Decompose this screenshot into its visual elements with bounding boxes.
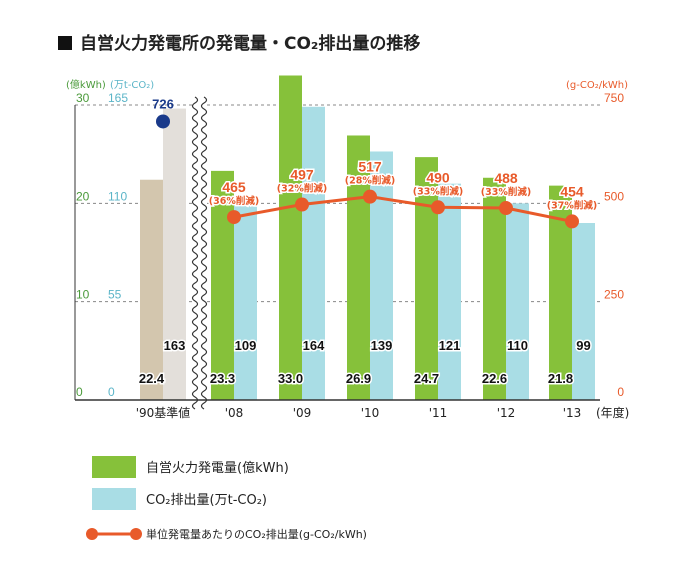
y-tick-co2: 0 xyxy=(108,385,115,399)
x-tick-label: '12 xyxy=(497,406,516,420)
intensity-reduction-label: (28%削減) xyxy=(345,175,395,187)
legend-label-co2: CO₂排出量(万t-CO₂) xyxy=(146,493,267,508)
intensity-reduction-label: (37%削減) xyxy=(547,199,597,211)
bars xyxy=(140,75,595,401)
intensity-point xyxy=(431,200,445,215)
bar-co2 xyxy=(370,151,393,400)
bar-co2 xyxy=(438,183,461,400)
legend-label-generation: 自営火力発電量(億kWh) xyxy=(146,460,289,476)
legend-marker-left xyxy=(86,528,98,540)
bar-co2 xyxy=(506,203,529,400)
left-axis-unit-co2: (万t-CO₂) xyxy=(110,80,154,91)
intensity-value-label: 517 xyxy=(358,159,382,175)
label-generation: 21.8 xyxy=(548,371,573,386)
bar-co2 xyxy=(163,108,186,401)
bar-co2 xyxy=(302,106,325,401)
x-tick-label: '08 xyxy=(225,406,244,420)
label-co2: 121 xyxy=(439,338,461,353)
bar-generation xyxy=(347,135,370,400)
legend-swatch-co2 xyxy=(92,488,136,510)
y-tick-intensity: 500 xyxy=(604,189,624,203)
x-tick-label: '11 xyxy=(429,406,448,420)
right-axis-unit: (g-CO₂/kWh) xyxy=(566,80,628,91)
intensity-reduction-label: (36%削減) xyxy=(209,195,259,207)
label-co2: 109 xyxy=(235,338,257,353)
x-tick-label: '09 xyxy=(293,406,312,420)
label-co2: 139 xyxy=(371,338,393,353)
bar-generation xyxy=(549,185,572,400)
bar-generation xyxy=(140,179,163,400)
label-generation: 24.7 xyxy=(414,371,439,386)
bar-co2 xyxy=(572,223,595,400)
intensity-reduction-label: (33%削減) xyxy=(413,185,463,197)
intensity-line: (36%削減)465 (32%削減)497 (28%削減)517(33%削減)490… xyxy=(152,96,599,229)
label-co2: 110 xyxy=(507,338,528,353)
x-axis-ticks: '90基準値 '08 '09 '10 '11 '12 '13 xyxy=(136,405,582,420)
bar-co2 xyxy=(234,205,257,400)
label-generation: 22.6 xyxy=(482,371,507,386)
label-co2: 99 xyxy=(576,338,590,353)
intensity-value-label: 490 xyxy=(426,169,450,185)
y-tick-generation: 20 xyxy=(76,189,90,203)
intensity-point xyxy=(295,197,309,212)
y-tick-generation: 10 xyxy=(76,288,90,302)
label-co2: 164 xyxy=(303,338,325,353)
y-tick-co2: 110 xyxy=(108,189,127,203)
y-axis-ticks: 0 10 20 30 0 55 110 165 0 250 500 750 xyxy=(76,91,624,399)
chart-title: 自営火力発電所の発電量・CO₂排出量の推移 xyxy=(80,33,420,54)
legend-swatch-generation xyxy=(92,456,136,478)
bar-generation xyxy=(415,157,438,400)
bar-generation xyxy=(211,170,234,400)
y-tick-generation: 30 xyxy=(76,91,90,105)
x-tick-label: '10 xyxy=(361,406,380,420)
label-co2: 163 xyxy=(164,338,186,353)
bar-generation xyxy=(279,75,302,400)
bar-generation xyxy=(483,177,506,400)
base-intensity-value-label: 726 xyxy=(152,96,174,111)
base-intensity-point xyxy=(156,114,170,129)
label-generation: 22.4 xyxy=(139,371,165,386)
intensity-reduction-label: (32%削減) xyxy=(277,183,327,195)
intensity-point xyxy=(227,210,241,225)
label-generation: 33.0 xyxy=(278,371,303,386)
y-tick-intensity: 250 xyxy=(604,288,624,302)
legend-label-line: 単位発電量あたりのCO₂排出量(g-CO₂/kWh) xyxy=(146,527,367,541)
intensity-value-label: 488 xyxy=(494,170,518,186)
y-tick-intensity: 0 xyxy=(617,385,624,399)
intensity-value-label: 497 xyxy=(290,167,314,183)
intensity-point xyxy=(499,201,513,216)
legend: 自営火力発電量(億kWh) CO₂排出量(万t-CO₂) 単位発電量あたりのCO… xyxy=(86,456,367,541)
axis-break-line xyxy=(200,96,208,410)
y-tick-co2: 55 xyxy=(108,288,122,302)
intensity-reduction-label: (33%削減) xyxy=(481,186,531,198)
y-tick-generation: 0 xyxy=(76,385,83,399)
label-generation: 23.3 xyxy=(210,371,235,386)
intensity-polyline xyxy=(233,195,573,223)
y-tick-intensity: 750 xyxy=(604,91,624,105)
legend-marker-right xyxy=(130,528,142,540)
x-tick-label: '90基準値 xyxy=(136,405,191,420)
data-labels: 22.4 163 23.3 109 33.0 164 26.9 139 24.7 121 22.6 1… xyxy=(137,337,592,388)
title-bullet xyxy=(58,36,72,50)
x-axis-unit: (年度) xyxy=(596,405,629,420)
label-generation: 26.9 xyxy=(346,371,371,386)
axis-break-line xyxy=(191,96,199,410)
axis-break xyxy=(191,95,208,410)
intensity-value-label: 465 xyxy=(222,179,246,195)
x-tick-label: '13 xyxy=(563,406,582,420)
y-tick-co2: 165 xyxy=(108,91,128,105)
left-axis-unit-generation: (億kWh) xyxy=(66,78,106,91)
intensity-value-label: 454 xyxy=(560,183,584,199)
intensity-point xyxy=(363,189,377,204)
intensity-point xyxy=(565,214,579,229)
